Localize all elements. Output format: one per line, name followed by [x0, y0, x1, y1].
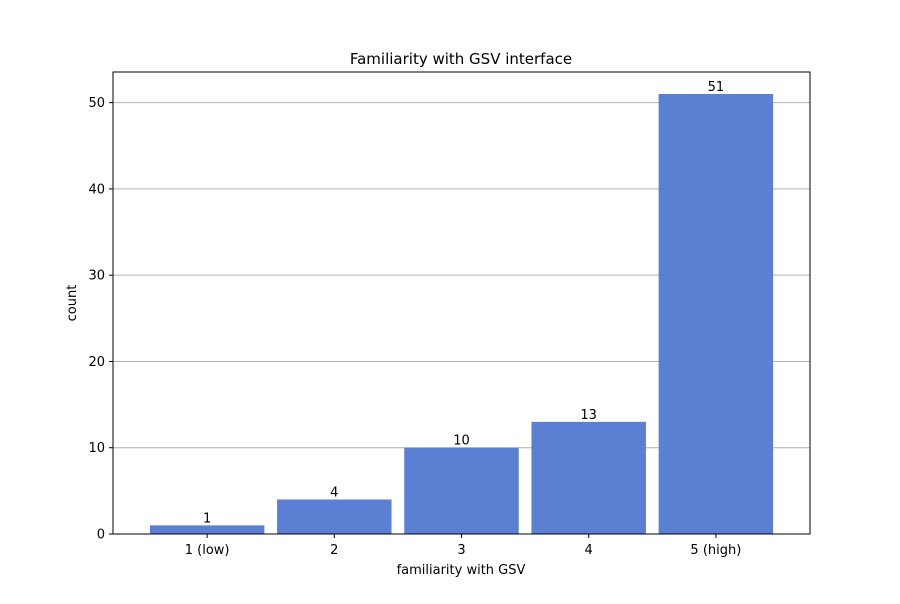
bar-value-label: 4 [330, 485, 338, 500]
x-tick-label: 2 [330, 543, 338, 558]
x-axis-label: familiarity with GSV [397, 563, 526, 578]
y-axis-label: count [65, 285, 80, 322]
bar [658, 94, 774, 534]
bar [149, 525, 265, 534]
bar-value-label: 51 [708, 80, 725, 95]
data-labels: 1 4 10 13 51 [203, 80, 724, 526]
ticks: 0 10 20 30 40 50 1 (low) 2 3 4 5 (high) [88, 96, 741, 558]
bar [531, 421, 646, 534]
x-tick-label: 3 [457, 543, 465, 558]
x-tick-label: 1 (low) [185, 543, 230, 558]
x-tick-label: 4 [585, 543, 593, 558]
y-tick-label: 20 [88, 355, 105, 370]
y-tick-label: 30 [88, 269, 105, 284]
bar-value-label: 1 [203, 511, 211, 526]
bar [277, 499, 392, 534]
chart-title: Familiarity with GSV interface [350, 50, 572, 68]
y-tick-label: 50 [88, 96, 105, 111]
bars [149, 94, 774, 534]
y-tick-label: 0 [97, 528, 105, 543]
y-tick-label: 10 [88, 441, 105, 456]
x-tick-label: 5 (high) [690, 543, 741, 558]
bar-value-label: 10 [453, 434, 470, 449]
bar-value-label: 13 [580, 408, 597, 423]
bar [404, 447, 519, 534]
y-tick-label: 40 [88, 182, 105, 197]
